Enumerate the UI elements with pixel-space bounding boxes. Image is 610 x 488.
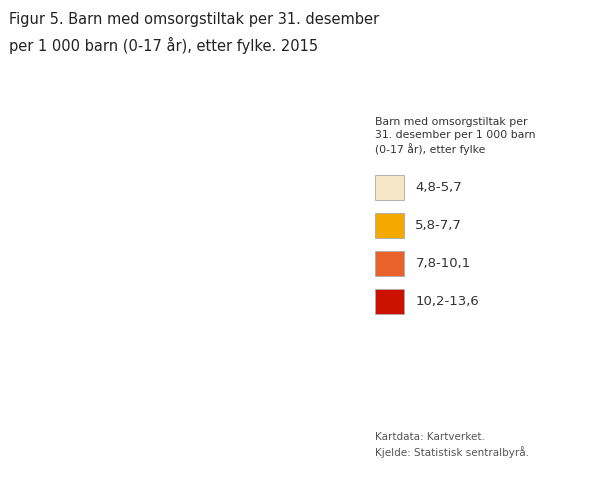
Text: Barn med omsorgstiltak per
31. desember per 1 000 barn
(0-17 år), etter fylke: Barn med omsorgstiltak per 31. desember … xyxy=(375,117,536,155)
Text: 5,8-7,7: 5,8-7,7 xyxy=(415,219,462,232)
Text: Figur 5. Barn med omsorgstiltak per 31. desember: Figur 5. Barn med omsorgstiltak per 31. … xyxy=(9,12,379,27)
Text: per 1 000 barn (0-17 år), etter fylke. 2015: per 1 000 barn (0-17 år), etter fylke. 2… xyxy=(9,37,318,54)
Text: 10,2-13,6: 10,2-13,6 xyxy=(415,295,479,308)
Text: 7,8-10,1: 7,8-10,1 xyxy=(415,257,471,270)
Text: 4,8-5,7: 4,8-5,7 xyxy=(415,181,462,194)
Text: Kartdata: Kartverket.
Kjelde: Statistisk sentralbyrå.: Kartdata: Kartverket. Kjelde: Statistisk… xyxy=(375,432,529,458)
